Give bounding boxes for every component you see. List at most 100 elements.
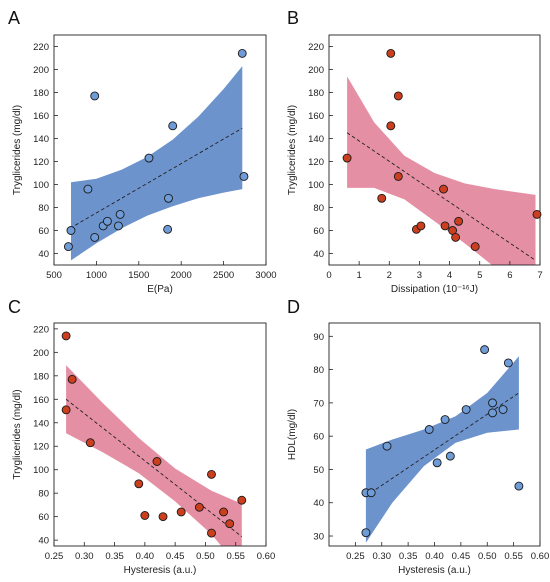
x-tick-label: 0.50 <box>196 551 215 562</box>
data-point <box>445 451 455 461</box>
data-point <box>83 184 93 194</box>
data-point <box>102 216 112 226</box>
data-point <box>176 507 186 517</box>
data-point <box>134 479 144 489</box>
y-tick-label: 120 <box>33 442 49 453</box>
data-point <box>61 331 71 341</box>
panel-c: 0.25 0.30 0.35 0.40 0.45 0.50 0.55 0.60 40 60 80 10… <box>8 297 275 576</box>
data-point <box>488 398 497 408</box>
y-tick-label: 40 <box>38 536 49 547</box>
fit-line <box>69 127 243 229</box>
x-tick-label: 0.35 <box>399 551 418 562</box>
x-tick-label: 4 <box>447 270 452 281</box>
data-point <box>168 121 178 131</box>
confidence-band <box>365 356 519 543</box>
data-point <box>386 121 396 131</box>
data-point <box>239 171 249 181</box>
y-tick-label: 140 <box>33 134 49 145</box>
x-tick-label: 0.25 <box>346 551 365 562</box>
data-point <box>366 488 376 498</box>
x-tick-label: 2500 <box>213 270 234 281</box>
y-tick-label: 220 <box>33 42 49 53</box>
data-point <box>451 232 461 242</box>
data-point <box>498 405 508 414</box>
x-tick-label: 0.40 <box>425 551 444 562</box>
data-point <box>461 405 471 414</box>
data-point <box>194 502 204 512</box>
confidence-band <box>66 365 242 546</box>
data-point <box>439 184 448 194</box>
confidence-band <box>347 76 536 265</box>
y-tick-label: 40 <box>313 249 324 260</box>
y-tick-label: 40 <box>38 249 49 260</box>
x-tick-label: 3 <box>417 270 422 281</box>
y-tick-label: 140 <box>33 418 49 429</box>
data-point <box>416 221 426 231</box>
y-tick-label: 200 <box>33 65 49 76</box>
fit-line <box>365 392 520 497</box>
y-tick-label: 60 <box>313 226 324 237</box>
y-tick-label: 120 <box>308 157 324 168</box>
y-tick-label: 160 <box>33 395 49 406</box>
x-tick-label: 1500 <box>128 270 149 281</box>
data-point <box>225 519 235 529</box>
panel-label: B <box>287 8 299 28</box>
data-point <box>144 153 154 163</box>
x-axis-label: Hysteresis (a.u.) <box>124 565 197 576</box>
y-tick-label: 200 <box>308 65 324 76</box>
x-tick-label: 7 <box>537 270 542 281</box>
data-point <box>152 457 162 466</box>
plot-frame <box>328 34 541 266</box>
data-point <box>207 528 216 538</box>
data-point <box>113 221 123 231</box>
y-tick-label: 40 <box>313 498 324 509</box>
data-point <box>480 345 490 355</box>
x-tick-label: 3000 <box>255 270 276 281</box>
y-tick-label: 90 <box>313 332 324 343</box>
y-tick-label: 80 <box>38 203 49 214</box>
data-point <box>61 405 71 415</box>
x-tick-label: 0.55 <box>226 551 245 562</box>
data-point <box>342 153 352 163</box>
x-tick-label: 6 <box>507 270 512 281</box>
x-tick-label: 0.30 <box>373 551 392 562</box>
panel-b: 0 1 2 3 4 5 6 7 40 60 80 100 120 140 160 180 200 220 Dissi… <box>287 8 543 295</box>
x-axis-label: Hysteresis (a.u.) <box>398 565 471 576</box>
data-point <box>470 242 480 252</box>
x-tick-label: 0.45 <box>166 551 185 562</box>
x-tick-label: 1 <box>356 270 361 281</box>
data-point <box>85 438 95 448</box>
y-tick-label: 220 <box>308 42 324 53</box>
data-point <box>158 512 168 522</box>
y-tick-label: 100 <box>33 465 49 476</box>
y-tick-label: 60 <box>313 432 324 443</box>
x-tick-label: 0.30 <box>75 551 94 562</box>
x-tick-label: 0.35 <box>105 551 124 562</box>
y-tick-label: 100 <box>308 180 324 191</box>
y-tick-label: 70 <box>313 398 324 409</box>
data-point <box>63 242 73 252</box>
x-tick-label: 1000 <box>86 270 107 281</box>
y-tick-label: 50 <box>313 465 324 476</box>
data-point <box>66 226 76 235</box>
data-point <box>393 171 403 181</box>
data-point <box>377 193 387 203</box>
data-point <box>115 209 125 219</box>
y-axis-label: Tryglicerides (mg/dl) <box>287 105 298 195</box>
data-point <box>488 408 497 418</box>
data-point <box>207 469 216 479</box>
data-point <box>424 425 434 434</box>
data-point <box>386 48 396 58</box>
data-point <box>440 415 450 424</box>
y-tick-label: 220 <box>33 324 49 335</box>
data-point <box>514 481 524 491</box>
y-tick-label: 180 <box>308 88 324 99</box>
y-tick-label: 30 <box>313 532 324 543</box>
fit-line <box>346 132 536 261</box>
confidence-band <box>71 66 243 261</box>
x-tick-label: 0.45 <box>452 551 471 562</box>
y-tick-label: 100 <box>33 180 49 191</box>
x-tick-label: 0.55 <box>504 551 523 562</box>
x-tick-label: 500 <box>46 270 62 281</box>
plot-frame <box>53 34 267 266</box>
